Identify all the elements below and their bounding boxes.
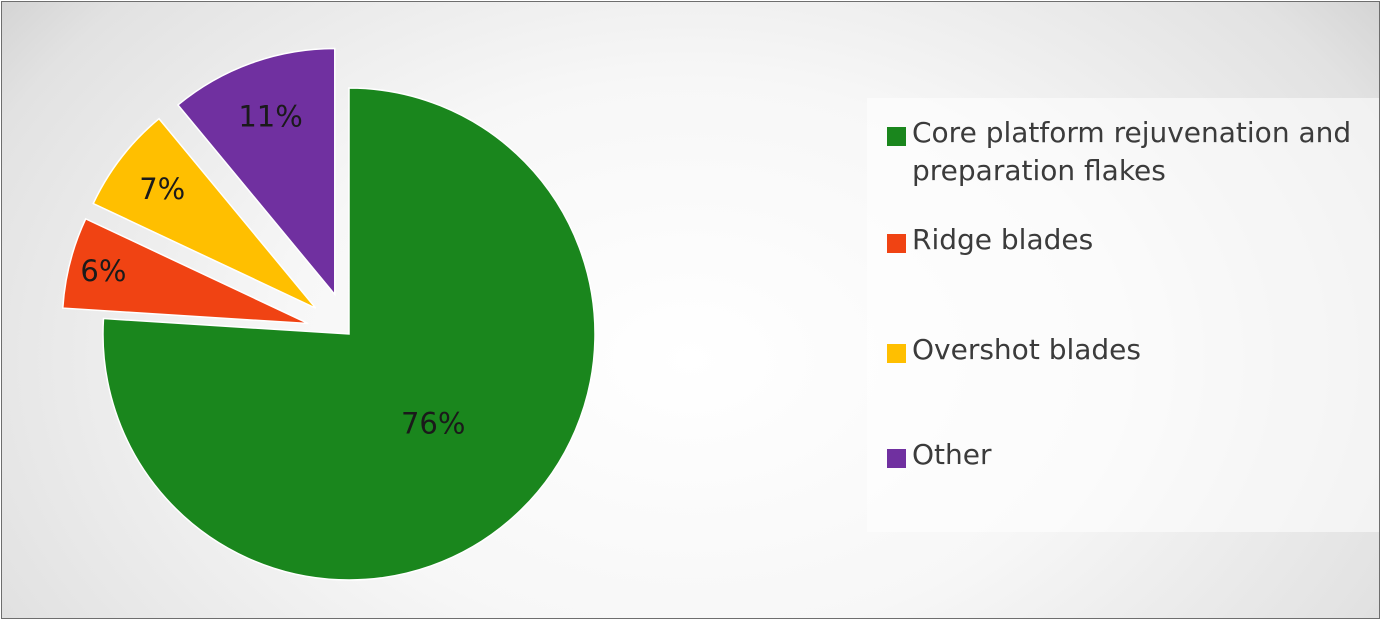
data-label-overshot-blades: 7% (139, 172, 185, 206)
legend-swatch-ridge-blades (887, 234, 906, 253)
legend-label-ridge-blades: Ridge blades (912, 223, 1094, 256)
chart-legend: Core platform rejuvenation and preparati… (867, 98, 1379, 532)
legend-label-core-platform: Core platform rejuvenation and preparati… (912, 116, 1352, 187)
pie-slice-other (176, 47, 336, 297)
data-label-core-platform: 76% (401, 407, 465, 441)
legend-item-overshot-blades: Overshot blades (887, 331, 1365, 369)
pie-slice-ridge-blades (62, 217, 309, 325)
legend-swatch-core-platform (887, 127, 906, 146)
legend-swatch-other (887, 449, 906, 468)
legend-label-overshot-blades: Overshot blades (912, 333, 1141, 366)
pie-slice-overshot-blades (92, 117, 317, 309)
legend-swatch-overshot-blades (887, 344, 906, 363)
legend-label-other: Other (912, 438, 992, 471)
pie-chart: 76% 6% 7% 11% (62, 47, 596, 581)
legend-item-ridge-blades: Ridge blades (887, 221, 1365, 259)
legend-item-other: Other (887, 436, 1365, 474)
pie-slice-core-platform (102, 87, 596, 581)
legend-item-core-platform: Core platform rejuvenation and preparati… (887, 114, 1365, 190)
data-label-ridge-blades: 6% (80, 254, 126, 288)
data-label-other: 11% (238, 99, 302, 133)
